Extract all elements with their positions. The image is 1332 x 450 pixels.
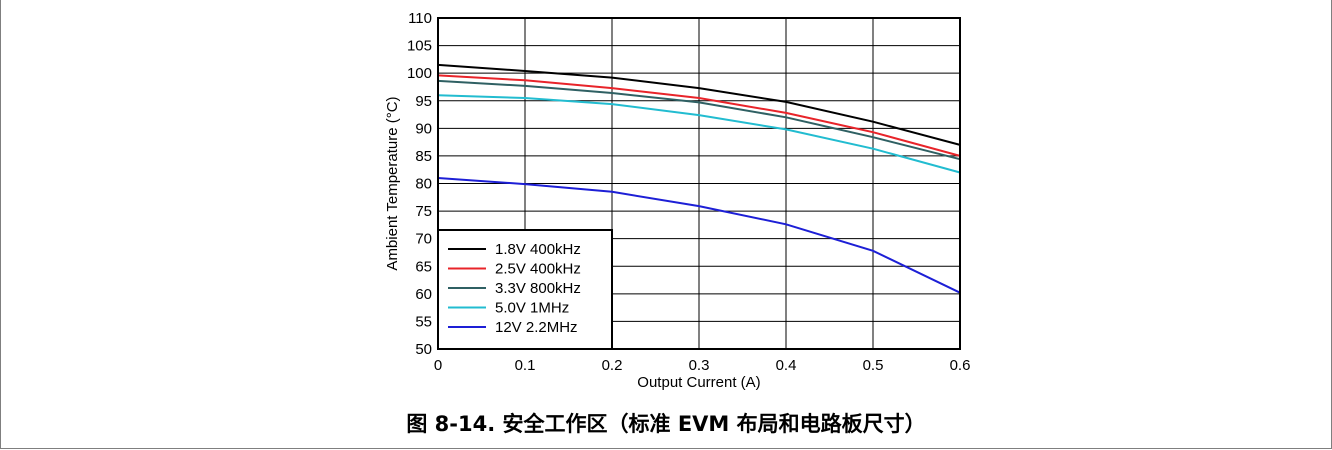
series-line-1: [437, 74, 961, 157]
y-tick-label: 55: [415, 313, 432, 330]
x-tick-label: 0.2: [602, 357, 623, 374]
y-tick-label: 100: [407, 65, 432, 82]
series-line-0: [437, 63, 961, 146]
series-line-4: [437, 177, 961, 294]
legend-label-4: 12V 2.2MHz: [495, 319, 578, 336]
y-axis-label: Ambient Temperature (°C): [384, 96, 401, 270]
y-tick-label: 75: [415, 203, 432, 220]
series-line-2: [437, 79, 961, 161]
y-tick-label: 110: [408, 10, 432, 27]
x-tick-label: 0.4: [776, 357, 797, 374]
legend-label-2: 3.3V 800kHz: [495, 280, 581, 297]
y-tick-label: 65: [415, 258, 432, 275]
legend-label-0: 1.8V 400kHz: [495, 241, 581, 258]
chart: 0 0.1 0.2 0.3 0.4 0.5 0.6 50 55 60 65 70 75 80 85 90 95 1…: [384, 10, 971, 391]
y-tick-label: 90: [415, 120, 432, 137]
x-tick-label: 0.1: [515, 357, 536, 374]
series-line-3: [437, 94, 961, 174]
x-tick-label: 0.5: [863, 357, 884, 374]
legend-label-3: 5.0V 1MHz: [495, 300, 569, 317]
x-axis-label: Output Current (A): [637, 374, 760, 391]
y-tick-label: 85: [415, 148, 432, 165]
y-tick-label: 60: [415, 286, 432, 303]
x-tick-label: 0.6: [950, 357, 971, 374]
y-tick-label: 70: [415, 231, 432, 248]
x-tick-label: 0.3: [689, 357, 710, 374]
x-tick-label: 0: [434, 357, 442, 374]
y-tick-label: 95: [415, 93, 432, 110]
y-tick-label: 50: [415, 341, 432, 358]
y-tick-label: 105: [407, 38, 432, 55]
y-tick-label: 80: [415, 176, 432, 193]
plot-border: [437, 17, 961, 350]
legend-label-1: 2.5V 400kHz: [495, 261, 581, 278]
figure-caption: 图 8-14. 安全工作区（标准 EVM 布局和电路板尺寸）: [406, 412, 926, 436]
